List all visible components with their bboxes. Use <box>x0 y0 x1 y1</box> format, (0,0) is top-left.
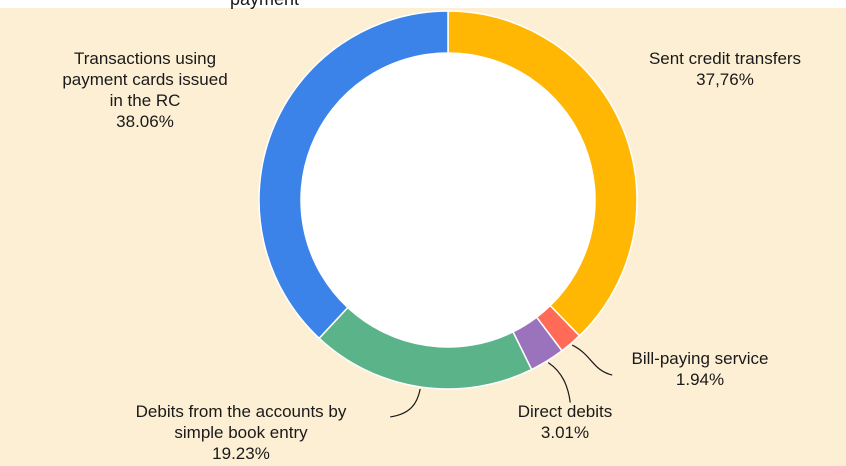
label-debits-book-entry: Debits from the accounts by simple book … <box>96 401 386 464</box>
label-bill-paying-service-name: Bill-paying service <box>631 349 769 368</box>
label-card-transactions: Transactions using payment cards issued … <box>25 48 265 132</box>
label-card-transactions-line1: Transactions using <box>73 49 217 68</box>
label-sent-credit-transfers: Sent credit transfers 37,76% <box>600 48 846 90</box>
label-direct-debits: Direct debits 3.01% <box>495 401 635 443</box>
leader-direct-debits <box>547 362 571 403</box>
label-direct-debits-value: 3.01% <box>540 423 590 442</box>
label-bill-paying-service: Bill-paying service 1.94% <box>610 348 790 390</box>
label-sent-credit-transfers-value: 37,76% <box>696 70 754 89</box>
label-bill-paying-service-value: 1.94% <box>675 370 725 389</box>
label-card-transactions-line3: in the RC <box>109 91 181 110</box>
label-card-transactions-value: 38.06% <box>116 112 174 131</box>
label-debits-book-entry-value: 19.23% <box>212 444 270 463</box>
label-debits-book-entry-line1: Debits from the accounts by <box>135 402 347 421</box>
label-sent-credit-transfers-name: Sent credit transfers <box>648 49 802 68</box>
label-debits-book-entry-line2: simple book entry <box>174 423 308 442</box>
leader-debits-book-entry <box>390 388 421 418</box>
leader-bill-paying-service <box>571 344 613 376</box>
title-strip <box>0 0 846 8</box>
chart-title-fragment: payment <box>230 0 299 10</box>
label-card-transactions-line2: payment cards issued <box>62 70 228 89</box>
label-direct-debits-name: Direct debits <box>517 402 613 421</box>
donut-hole <box>301 53 595 347</box>
